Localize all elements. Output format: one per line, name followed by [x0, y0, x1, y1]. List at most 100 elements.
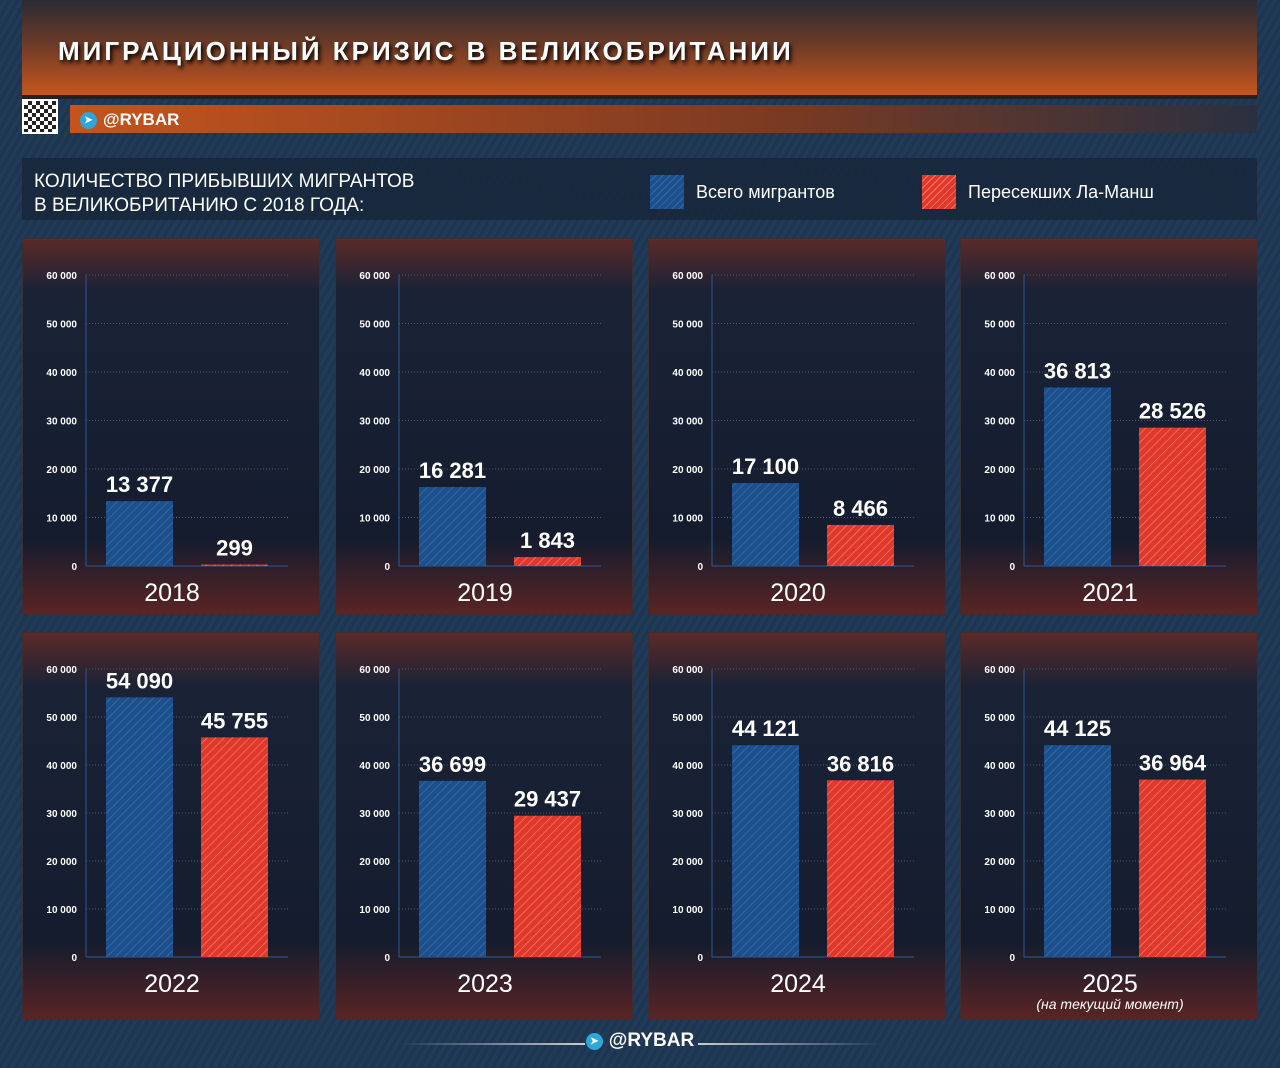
data-label: 36 816 — [827, 751, 894, 776]
bar-channel — [827, 524, 894, 566]
y-tick-label: 30 000 — [46, 417, 77, 428]
y-tick-label: 60 000 — [672, 271, 703, 282]
legend-item-total: Всего мигрантов — [650, 175, 835, 209]
y-tick-label: 60 000 — [359, 271, 390, 282]
data-label: 36 813 — [1044, 358, 1111, 383]
bar-total — [1044, 387, 1111, 566]
bar-total — [732, 483, 799, 566]
y-tick-label: 30 000 — [984, 809, 1015, 820]
data-label: 8 466 — [833, 496, 888, 521]
header-banner: МИГРАЦИОННЫЙ КРИЗИС В ВЕЛИКОБРИТАНИИ — [22, 0, 1257, 95]
y-tick-label: 0 — [697, 953, 703, 964]
y-tick-label: 50 000 — [46, 713, 77, 724]
panel-2022: 0 10 000 20 000 30 000 40 000 50 000 60 000 54 … — [22, 632, 320, 1020]
data-label: 44 125 — [1044, 716, 1111, 741]
divider — [22, 95, 1257, 99]
y-tick-label: 60 000 — [984, 271, 1015, 282]
panel-2025: 0 10 000 20 000 30 000 40 000 50 000 60 000 44 … — [960, 632, 1258, 1020]
panel-2018: 0 10 000 20 000 30 000 40 000 50 000 60 000 13 … — [22, 238, 320, 615]
y-tick-label: 20 000 — [984, 465, 1015, 476]
data-label: 29 437 — [514, 787, 581, 812]
y-tick-label: 0 — [71, 953, 77, 964]
legend-label: Всего мигрантов — [696, 181, 835, 202]
year-note: (на текущий момент) — [1036, 996, 1183, 1012]
y-tick-label: 0 — [384, 562, 390, 573]
bar-channel — [201, 564, 268, 567]
y-tick-label: 50 000 — [359, 713, 390, 724]
y-tick-label: 20 000 — [359, 857, 390, 868]
panel-2019: 0 10 000 20 000 30 000 40 000 50 000 60 000 16 … — [335, 238, 633, 615]
panel-2024: 0 10 000 20 000 30 000 40 000 50 000 60 000 44 … — [648, 632, 946, 1020]
y-tick-label: 10 000 — [359, 514, 390, 525]
y-tick-label: 60 000 — [359, 665, 390, 676]
y-tick-label: 50 000 — [984, 320, 1015, 331]
y-tick-label: 40 000 — [359, 368, 390, 379]
y-tick-label: 30 000 — [359, 417, 390, 428]
y-tick-label: 60 000 — [984, 665, 1015, 676]
bar-channel — [827, 780, 894, 957]
brand-label: @RYBAR — [103, 110, 180, 129]
page-title: МИГРАЦИОННЫЙ КРИЗИС В ВЕЛИКОБРИТАНИИ — [58, 36, 794, 66]
bar-channel — [1139, 779, 1206, 957]
bar-total — [106, 697, 173, 957]
y-tick-label: 20 000 — [984, 857, 1015, 868]
chart-title: КОЛИЧЕСТВО ПРИБЫВШИХ МИГРАНТОВ В ВЕЛИКОБР… — [34, 170, 414, 218]
bar-total — [419, 780, 486, 957]
legend-swatch-blue — [650, 175, 684, 209]
chart-header: КОЛИЧЕСТВО ПРИБЫВШИХ МИГРАНТОВ В ВЕЛИКОБР… — [22, 158, 1257, 220]
chart-title-line-1: КОЛИЧЕСТВО ПРИБЫВШИХ МИГРАНТОВ — [34, 171, 415, 192]
y-tick-label: 10 000 — [984, 514, 1015, 525]
y-tick-label: 0 — [71, 562, 77, 573]
panel-2021: 0 10 000 20 000 30 000 40 000 50 000 60 000 36 … — [960, 238, 1258, 615]
y-tick-label: 30 000 — [359, 809, 390, 820]
year-label: 2022 — [144, 970, 200, 998]
year-label: 2021 — [1082, 579, 1138, 607]
year-label: 2025 — [1082, 970, 1138, 998]
data-label: 36 964 — [1139, 751, 1207, 776]
data-label: 45 755 — [201, 708, 268, 733]
y-tick-label: 40 000 — [672, 761, 703, 772]
footer-brand[interactable]: ➤ @RYBAR — [585, 1030, 694, 1052]
y-tick-label: 20 000 — [672, 857, 703, 868]
y-tick-label: 10 000 — [984, 905, 1015, 916]
y-tick-label: 60 000 — [672, 665, 703, 676]
legend-swatch-red — [922, 175, 956, 209]
y-tick-label: 30 000 — [672, 809, 703, 820]
year-label: 2018 — [144, 579, 200, 607]
y-tick-label: 40 000 — [672, 368, 703, 379]
footer: ➤ @RYBAR — [0, 1030, 1280, 1052]
panel-2020: 0 10 000 20 000 30 000 40 000 50 000 60 000 17 … — [648, 238, 946, 615]
data-label: 44 121 — [732, 716, 799, 741]
brand-link[interactable]: ➤ @RYBAR — [80, 110, 179, 130]
y-tick-label: 20 000 — [359, 465, 390, 476]
data-label: 299 — [216, 536, 253, 561]
data-label: 54 090 — [106, 668, 173, 693]
y-tick-label: 40 000 — [359, 761, 390, 772]
panel-2023: 0 10 000 20 000 30 000 40 000 50 000 60 000 36 … — [335, 632, 633, 1020]
y-tick-label: 40 000 — [46, 761, 77, 772]
y-tick-label: 0 — [1009, 562, 1015, 573]
bar-total — [1044, 745, 1111, 957]
y-tick-label: 50 000 — [984, 713, 1015, 724]
y-tick-label: 30 000 — [46, 809, 77, 820]
legend-label: Пересекших Ла-Манш — [968, 181, 1154, 202]
data-label: 36 699 — [419, 752, 486, 777]
year-label: 2023 — [457, 970, 513, 998]
telegram-icon: ➤ — [585, 1032, 603, 1050]
y-tick-label: 60 000 — [46, 665, 77, 676]
legend-item-channel: Пересекших Ла-Манш — [922, 175, 1154, 209]
data-label: 28 526 — [1139, 399, 1206, 424]
y-tick-label: 0 — [1009, 953, 1015, 964]
y-tick-label: 50 000 — [359, 320, 390, 331]
y-tick-label: 40 000 — [984, 761, 1015, 772]
bar-channel — [201, 737, 268, 957]
data-label: 1 843 — [520, 528, 575, 553]
y-tick-label: 10 000 — [46, 514, 77, 525]
y-tick-label: 40 000 — [46, 368, 77, 379]
y-tick-label: 10 000 — [672, 514, 703, 525]
telegram-icon: ➤ — [80, 111, 97, 129]
data-label: 13 377 — [106, 472, 173, 497]
year-label: 2020 — [770, 579, 826, 607]
bar-total — [419, 487, 486, 566]
y-tick-label: 0 — [384, 953, 390, 964]
